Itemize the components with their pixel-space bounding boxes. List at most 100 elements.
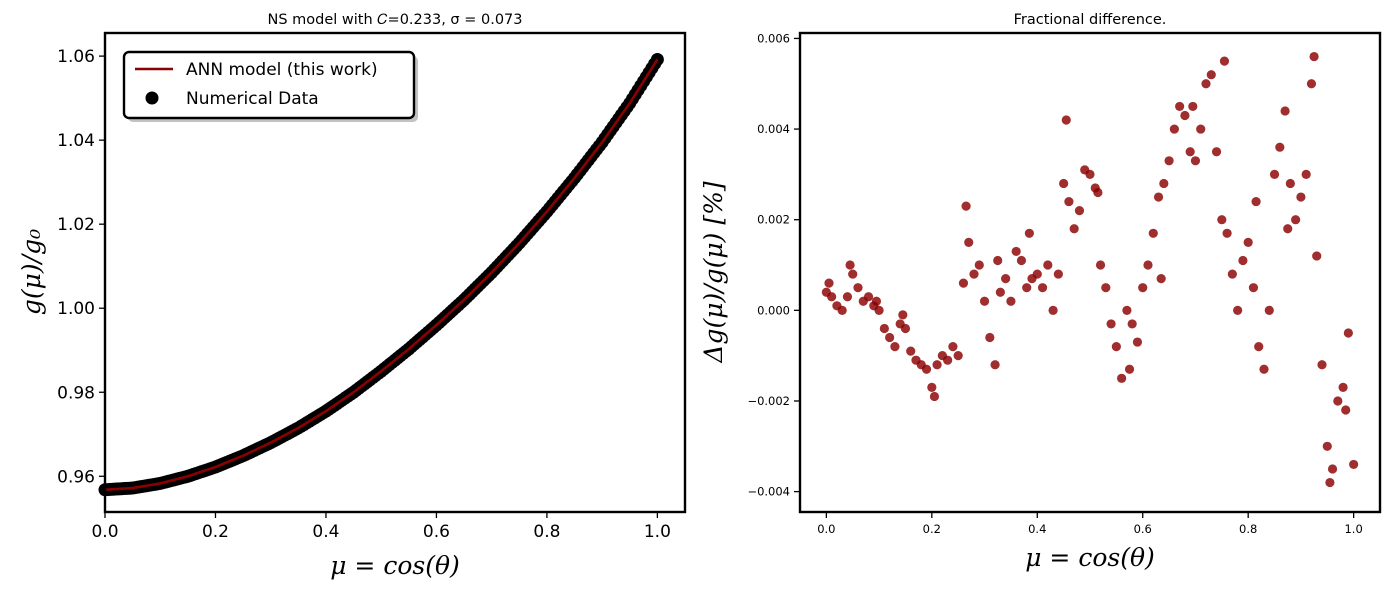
fractional-difference-point [1206,70,1216,80]
fractional-difference-point [961,201,971,211]
x-tick-label: 0.6 [423,522,450,542]
fractional-difference-point [1124,364,1135,374]
fractional-difference-point [1022,283,1032,293]
fractional-difference-point [1059,178,1069,189]
fractional-difference-point [953,351,963,361]
fractional-difference-point [1153,192,1164,202]
left-legend: ANN model (this work) Numerical Data [122,50,418,122]
fractional-difference-point [1175,101,1185,112]
right-x-axis-label: μ = cos(θ) [1025,543,1155,572]
fractional-difference-point [1032,269,1042,279]
fractional-difference-point [1338,382,1348,392]
fractional-difference-point [906,346,916,356]
fractional-difference-point [824,278,834,288]
y-tick-label: 0.98 [57,383,95,403]
fractional-difference-point [1312,251,1322,261]
fractional-difference-point [827,292,837,302]
y-tick-label: 0.004 [757,122,790,136]
fractional-difference-point [985,332,995,343]
fractional-difference-point [1006,296,1016,306]
right-ticks: 0.0 0.2 0.4 0.6 0.8 1.0 −0.004 −0.002 0.000 0.002… [747,31,1362,536]
fractional-difference-point [1001,274,1011,284]
fractional-difference-point [1069,224,1079,234]
legend-label-ann: ANN model (this work) [186,60,378,80]
fractional-difference-point [1122,305,1132,315]
fractional-difference-point [948,341,958,352]
fractional-difference-point [1233,305,1243,315]
fractional-difference-point [1101,283,1111,293]
fractional-difference-point [871,296,882,306]
fractional-difference-point [900,323,911,334]
left-plot-area [98,52,664,497]
right-plot-area [821,51,1359,488]
fractional-difference-point [1219,56,1230,66]
right-y-axis-label: Δg(μ)/g(μ) [%] [699,181,728,363]
legend-scatter-marker [145,91,159,105]
fractional-difference-point [1190,156,1201,166]
left-panel: NS model with 𝐶=0.233, σ = 0.073 0.0 0.2 0… [17,12,687,580]
y-tick-label: 1.00 [57,299,95,319]
x-tick-label: 0.4 [1028,522,1046,536]
y-tick-label: 0.002 [757,213,790,227]
fractional-difference-point [1074,206,1085,216]
fractional-difference-point [1156,274,1166,284]
x-tick-label: 0.2 [202,522,229,542]
fractional-difference-point [1248,283,1259,293]
y-tick-label: −0.002 [747,394,790,408]
y-tick-label: 1.04 [57,131,95,151]
fractional-difference-point [1159,178,1169,189]
fractional-difference-point [1201,79,1211,89]
fractional-difference-point [927,382,937,392]
fractional-difference-point [1016,255,1027,266]
fractional-difference-point [932,360,942,370]
x-tick-label: 0.0 [817,522,835,536]
fractional-difference-point [921,364,932,374]
left-ticks: 0.0 0.2 0.4 0.6 0.8 1.0 0.96 0.98 1.00 1.02 1.04 1.… [57,47,671,542]
fractional-difference-point [1037,283,1048,293]
legend-box [122,50,416,120]
fractional-difference-point [1222,228,1232,238]
fractional-difference-point [845,260,855,270]
fractional-difference-point [853,283,863,293]
fractional-difference-point [842,292,853,302]
left-chart-title: NS model with 𝐶=0.233, σ = 0.073 [267,12,522,28]
fractional-difference-point [879,323,889,334]
x-tick-label: 1.0 [1344,522,1362,536]
fractional-difference-point [1238,255,1248,266]
fractional-difference-point [1251,196,1261,207]
fractional-difference-point [1106,319,1116,329]
fractional-difference-point [1349,459,1359,470]
fractional-difference-point [1301,169,1311,179]
y-tick-label: 0.96 [57,467,95,487]
fractional-difference-point [979,296,990,306]
fractional-difference-point [1285,178,1295,189]
fractional-difference-point [1143,260,1153,270]
fractional-difference-point [943,355,953,365]
fractional-difference-point [1138,283,1148,293]
fractional-difference-point [1322,441,1332,451]
fractional-difference-point [993,255,1003,266]
x-tick-label: 0.8 [533,522,560,542]
left-axes-frame [103,31,687,514]
fractional-difference-point [1254,341,1264,352]
fractional-difference-point [1011,246,1021,257]
left-x-axis-label: μ = cos(θ) [330,551,460,580]
fractional-difference-point [890,341,900,352]
y-tick-label: 0.000 [757,303,790,317]
fractional-difference-point [1333,396,1343,406]
left-y-axis-label: g(μ)/g₀ [17,229,46,315]
fractional-difference-point [1264,305,1274,315]
y-tick-label: 1.06 [57,47,95,67]
fractional-difference-point [1117,373,1127,383]
x-tick-label: 0.4 [312,522,339,542]
fractional-difference-point [1196,124,1206,134]
fractional-difference-point [1306,79,1317,89]
y-tick-label: 1.02 [57,215,95,235]
fractional-difference-point [1309,51,1319,62]
fractional-difference-point [995,287,1005,297]
fractional-difference-point [1217,215,1227,225]
fractional-difference-point [1185,147,1195,157]
fractional-difference-point [1169,124,1179,134]
y-tick-label: 0.006 [757,31,790,45]
